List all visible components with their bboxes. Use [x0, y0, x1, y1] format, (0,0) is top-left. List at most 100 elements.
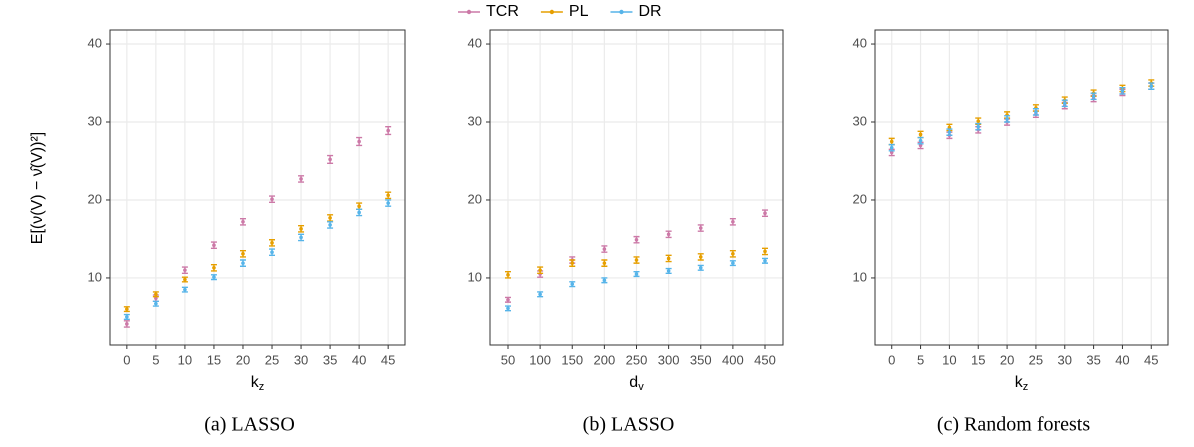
point: [731, 261, 735, 265]
x-tick-label: 300: [658, 352, 680, 367]
x-tick-label: 0: [888, 352, 895, 367]
point: [328, 216, 332, 220]
point: [328, 157, 332, 162]
plot-border: [874, 29, 1169, 346]
y-tick-label: 30: [468, 113, 482, 128]
x-axis-title: kz: [1015, 374, 1029, 393]
point: [212, 243, 216, 247]
point: [183, 268, 187, 272]
x-tick-label: 40: [352, 352, 366, 367]
legend-label: DR: [638, 3, 661, 20]
point: [299, 235, 303, 240]
point: [947, 130, 952, 134]
legend-label: TCR: [486, 3, 519, 20]
point: [357, 139, 361, 144]
point: [731, 220, 735, 224]
point: [241, 220, 245, 224]
y-tick-label: 20: [88, 191, 102, 206]
point: [602, 261, 607, 265]
point: [666, 256, 671, 261]
x-axis-title-main: k: [251, 374, 260, 391]
point: [602, 247, 607, 251]
y-tick-label: 20: [468, 191, 482, 206]
plot-border: [109, 29, 406, 346]
y-tick-label: 40: [468, 35, 482, 50]
point: [763, 258, 767, 263]
point: [666, 232, 671, 237]
y-tick-label: 40: [853, 35, 867, 50]
point: [1034, 110, 1038, 114]
point: [538, 292, 542, 297]
point: [125, 315, 129, 319]
x-tick-label: 45: [1144, 352, 1158, 367]
x-tick-label: 5: [152, 352, 159, 367]
point: [386, 128, 390, 133]
point: [506, 273, 510, 277]
plot-background: [110, 30, 405, 345]
y-axis-title: E[(ν(V) − ν̂(V))²]: [29, 132, 46, 244]
point: [763, 211, 767, 216]
x-axis-title-sub: z: [259, 381, 265, 393]
point: [299, 227, 303, 231]
point: [328, 223, 332, 227]
x-axis-title-sub: z: [1023, 381, 1029, 393]
plot-border: [489, 29, 784, 346]
legend-swatch-dot: [549, 9, 555, 15]
y-tick-label: 40: [88, 35, 102, 50]
x-tick-label: 5: [917, 352, 924, 367]
x-tick-label: 45: [381, 352, 395, 367]
x-tick-label: 450: [754, 352, 776, 367]
point: [299, 177, 303, 181]
point: [634, 272, 639, 276]
point: [125, 307, 129, 311]
x-tick-label: 30: [294, 352, 308, 367]
point: [154, 292, 158, 297]
point: [270, 241, 274, 245]
point: [183, 277, 187, 282]
x-tick-label: 10: [178, 352, 192, 367]
point: [731, 251, 735, 256]
point: [386, 201, 390, 205]
x-tick-label: 20: [1000, 352, 1014, 367]
point: [976, 124, 981, 129]
x-tick-label: 20: [236, 352, 250, 367]
y-tick-label: 10: [853, 269, 867, 284]
x-axis-title-sub: v: [638, 381, 644, 393]
point: [212, 275, 216, 279]
x-axis-title: kz: [251, 374, 265, 393]
point: [154, 301, 158, 306]
x-tick-label: 400: [722, 352, 744, 367]
x-tick-label: 150: [561, 352, 583, 367]
x-tick-label: 100: [529, 352, 551, 367]
point: [125, 322, 129, 326]
x-axis-title-main: k: [1015, 374, 1024, 391]
point: [602, 278, 607, 283]
point: [386, 193, 390, 198]
y-tick-label: 10: [88, 269, 102, 284]
point: [634, 258, 639, 262]
x-tick-label: 250: [626, 352, 648, 367]
point: [698, 255, 703, 259]
y-tick-label: 20: [853, 191, 867, 206]
point: [538, 268, 542, 272]
point: [698, 266, 703, 270]
point: [183, 287, 187, 292]
x-tick-label: 15: [207, 352, 221, 367]
point: [570, 282, 575, 286]
y-tick-label: 30: [853, 113, 867, 128]
point: [1062, 101, 1067, 106]
x-axis-title: dv: [629, 374, 644, 393]
x-tick-label: 35: [323, 352, 337, 367]
point: [1149, 84, 1154, 88]
point: [570, 261, 575, 265]
point: [698, 226, 703, 230]
x-tick-label: 10: [942, 352, 956, 367]
point: [212, 266, 216, 270]
y-tick-label: 10: [468, 269, 482, 284]
x-tick-label: 15: [971, 352, 985, 367]
point: [241, 251, 245, 256]
point: [918, 132, 923, 137]
point: [241, 261, 245, 265]
x-tick-label: 35: [1086, 352, 1100, 367]
x-tick-label: 0: [123, 352, 130, 367]
